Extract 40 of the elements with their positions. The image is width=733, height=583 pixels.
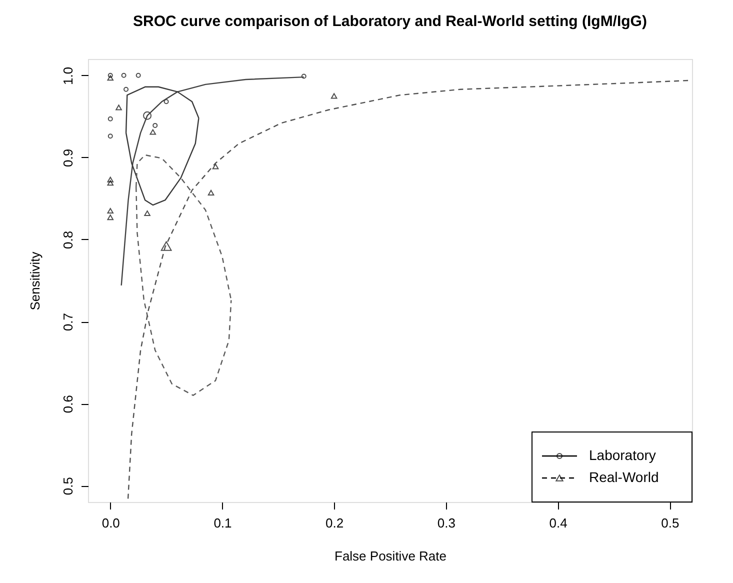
y-tick-label: 0.5 <box>60 477 76 496</box>
y-tick-label: 0.9 <box>60 148 76 167</box>
legend-label: Laboratory <box>589 447 656 463</box>
y-tick-label: 1.0 <box>60 66 76 85</box>
point <box>108 72 113 78</box>
point <box>150 129 156 135</box>
point <box>144 210 150 216</box>
point <box>160 241 172 251</box>
legend-label: Real-World <box>589 469 659 485</box>
x-tick-label: 0.1 <box>214 516 232 530</box>
y-tick-label: 0.6 <box>60 395 76 414</box>
line-series <box>120 76 304 286</box>
point <box>108 134 113 139</box>
x-tick-label: 0.2 <box>326 516 344 530</box>
point <box>124 86 129 92</box>
point <box>107 75 114 81</box>
point <box>301 74 306 79</box>
point <box>164 99 169 104</box>
point <box>152 122 158 128</box>
point <box>330 93 338 99</box>
x-tick-label: 0.4 <box>549 516 568 530</box>
point <box>116 104 122 110</box>
y-axis-title: Sensitivity <box>28 251 42 310</box>
chart-title: SROC curve comparison of Laboratory and Real-World setting (IgM/IgG) <box>133 13 647 30</box>
point <box>107 176 114 182</box>
point <box>136 72 141 78</box>
point <box>121 72 126 78</box>
point <box>143 111 152 120</box>
y-tick-label: 0.8 <box>60 230 76 250</box>
x-tick-label: 0.0 <box>102 516 120 530</box>
x-tick-label: 0.3 <box>437 516 456 530</box>
x-axis-title: False Positive Rate <box>334 548 446 564</box>
x-tick-label: 0.5 <box>661 516 680 530</box>
point <box>108 116 113 122</box>
point <box>107 208 114 214</box>
point <box>107 214 114 220</box>
point <box>107 180 114 186</box>
point <box>212 164 219 170</box>
point <box>208 190 214 196</box>
y-tick-label: 0.7 <box>60 312 76 332</box>
